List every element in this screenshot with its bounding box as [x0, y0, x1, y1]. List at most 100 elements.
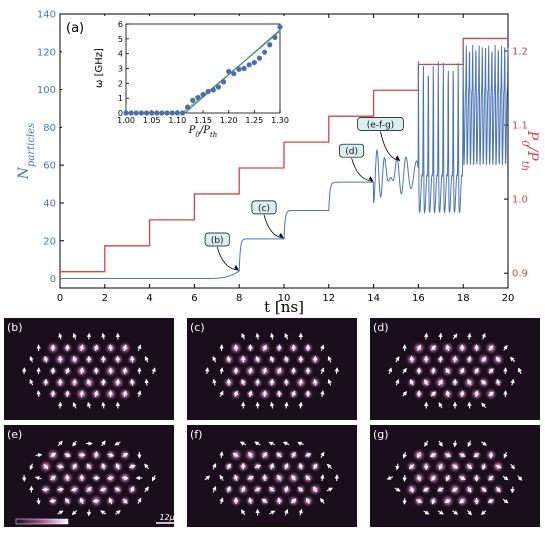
- spin-arrow: [36, 390, 41, 398]
- spin-arrow: [298, 508, 303, 516]
- spin-arrow: [226, 355, 232, 363]
- spin-arrow: [481, 463, 487, 471]
- inset-data-point: [195, 94, 201, 101]
- inset-data-point: [272, 34, 278, 40]
- spin-arrow: [70, 487, 78, 492]
- spin-arrow: [65, 367, 70, 374]
- spin-arrow: [510, 463, 516, 470]
- spin-arrow: [473, 452, 480, 458]
- image-panel-label: (b): [7, 321, 23, 334]
- x-tick-label: 14: [367, 293, 380, 304]
- spin-arrow: [254, 441, 261, 446]
- spin-arrow: [459, 475, 466, 480]
- spin-arrow: [29, 355, 34, 363]
- spin-arrow: [408, 464, 415, 470]
- spin-arrow: [402, 391, 408, 397]
- spin-arrow: [232, 453, 239, 458]
- spin-arrow: [319, 497, 325, 504]
- x-axis-label: t [ns]: [264, 298, 304, 316]
- callout-label: (b): [211, 236, 224, 246]
- spin-arrow: [326, 487, 334, 492]
- spin-arrow: [241, 486, 246, 493]
- spin-arrow: [496, 378, 501, 386]
- spin-arrow: [137, 497, 142, 504]
- spin-arrow: [35, 452, 43, 458]
- spin-arrow: [115, 355, 121, 363]
- spin-arrow: [284, 401, 289, 409]
- colorbar: [15, 518, 69, 525]
- spin-arrow: [255, 355, 260, 363]
- callout-box: [204, 232, 230, 247]
- spin-arrow: [445, 344, 451, 352]
- inset-data-point: [246, 62, 252, 68]
- spin-arrow: [459, 390, 465, 398]
- spin-arrow: [29, 378, 34, 386]
- spin-arrow: [305, 453, 312, 458]
- spin-arrow: [101, 440, 106, 447]
- y-tick-label: 120: [37, 47, 56, 58]
- spin-arrow: [480, 441, 488, 446]
- inset-x-tick-label: 1.00: [117, 116, 135, 125]
- spin-arrow: [226, 463, 231, 470]
- spin-arrow: [282, 441, 290, 446]
- inset-plot: (a) 1.00 1.05 1.10 1.15 1.20 1.25 1.30 0 1 2 3 4 5 6…: [62, 16, 290, 139]
- spin-arrow: [144, 486, 149, 493]
- y-tick-label: 80: [43, 123, 56, 134]
- spin-arrow: [488, 391, 494, 397]
- spin-arrow: [438, 402, 443, 409]
- spin-arrow: [438, 355, 443, 363]
- callouts: (b) (c) (d) (e-f-g): [204, 117, 404, 271]
- spin-arrow: [395, 463, 400, 471]
- spin-arrow: [50, 390, 56, 398]
- callout-box: [251, 200, 277, 215]
- spin-arrow: [107, 452, 115, 457]
- image-panels: (b) (c) (d) (e) (f) 12μm (g): [4, 318, 540, 527]
- image-panel: (g): [370, 425, 540, 527]
- inset-x-tick-label: 1.15: [194, 116, 212, 125]
- spin-arrow: [386, 475, 394, 480]
- spin-arrow: [466, 463, 473, 470]
- spin-arrow: [320, 390, 325, 398]
- spin-arrow: [248, 367, 253, 375]
- x-tick-label: 20: [502, 293, 515, 304]
- spin-arrow: [481, 332, 486, 340]
- x-tick-label: 12: [322, 293, 335, 304]
- spin-arrow: [79, 497, 85, 504]
- inset-data-point: [277, 24, 283, 30]
- inset-data-point: [200, 91, 206, 98]
- spin-arrow: [72, 463, 77, 470]
- spin-arrow: [122, 390, 128, 398]
- spin-arrow: [517, 475, 523, 481]
- spin-arrow: [503, 344, 508, 351]
- spin-arrow: [305, 475, 311, 481]
- inset-data-point: [267, 42, 273, 48]
- image-panel-background: [370, 425, 540, 527]
- spin-arrow: [226, 485, 231, 493]
- spin-arrow: [510, 378, 515, 386]
- callout-label: (e-f-g): [367, 120, 394, 130]
- spin-arrow: [438, 440, 443, 447]
- spin-arrow: [57, 401, 63, 409]
- spin-arrow: [262, 367, 267, 375]
- spin-arrow: [268, 441, 275, 446]
- callout-label: (c): [258, 204, 270, 214]
- spin-arrow: [72, 440, 77, 447]
- inset-data-point: [133, 110, 139, 116]
- spin-arrow: [65, 390, 70, 398]
- spin-arrow: [122, 452, 129, 458]
- spin-arrow: [417, 452, 422, 459]
- spin-arrow: [262, 390, 267, 398]
- spin-arrow: [284, 355, 289, 363]
- spin-arrow: [481, 487, 487, 493]
- inset-x-tick-label: 1.30: [271, 116, 289, 125]
- inset-y-axis-label: ω [GHz]: [94, 48, 105, 88]
- spin-arrow: [144, 463, 149, 470]
- spin-arrow: [233, 344, 239, 352]
- spin-arrow: [284, 508, 289, 516]
- inset-panel-label: (a): [66, 21, 84, 36]
- spin-arrow: [204, 367, 210, 375]
- spin-arrow: [86, 486, 92, 492]
- spin-arrow: [452, 355, 458, 363]
- y-tick-label: 100: [37, 85, 56, 96]
- spin-arrow: [64, 452, 71, 457]
